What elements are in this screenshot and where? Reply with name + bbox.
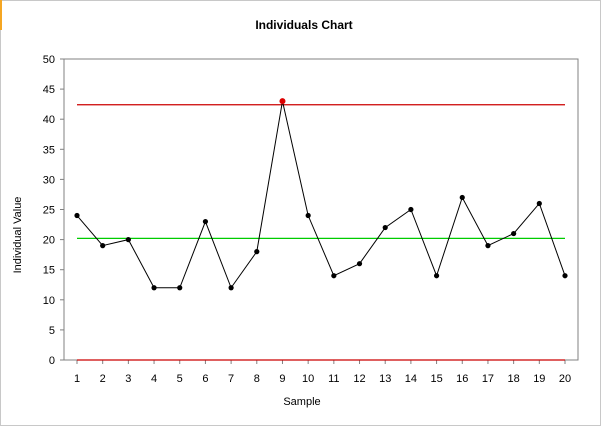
data-point [511, 230, 517, 237]
y-axis: 0 5 10 15 20 25 30 35 40 45 50 [43, 54, 64, 367]
series-line [76, 101, 566, 289]
x-axis-label: Sample [283, 396, 320, 408]
x-tick-label: 9 [279, 373, 285, 385]
y-tick-label: 20 [43, 235, 55, 247]
data-point [100, 243, 106, 249]
y-tick-label: 30 [43, 174, 55, 186]
data-point [254, 249, 260, 255]
x-tick-label: 1 [74, 373, 80, 385]
x-tick-label: 2 [100, 373, 106, 385]
data-point [177, 285, 183, 291]
x-tick-label: 13 [379, 373, 391, 385]
x-tick-label: 14 [405, 373, 417, 385]
y-tick-label: 25 [43, 205, 55, 217]
data-point [485, 243, 491, 249]
data-point [228, 285, 234, 291]
y-tick-label: 50 [43, 54, 55, 66]
chart-title: Individuals Chart [255, 18, 352, 32]
data-point [433, 273, 440, 279]
x-tick-label: 16 [456, 373, 468, 385]
data-point [408, 206, 414, 213]
x-axis: 1 2 3 4 5 6 7 8 9 10 11 12 13 14 15 16 17 18 19 20 [74, 360, 571, 385]
y-tick-label: 35 [43, 144, 55, 156]
x-tick-label: 5 [177, 373, 183, 385]
data-point [305, 212, 311, 219]
data-point [74, 212, 80, 219]
control-lines [77, 104, 565, 361]
x-tick-label: 3 [125, 373, 131, 385]
x-tick-label: 19 [533, 373, 545, 385]
y-tick-label: 45 [43, 84, 55, 96]
x-tick-label: 8 [254, 373, 260, 385]
plot-area [63, 58, 579, 361]
out-of-control-point [279, 98, 286, 105]
data-point [562, 273, 568, 279]
x-tick-label: 15 [430, 373, 442, 385]
data-point [459, 194, 465, 201]
data-point [536, 200, 542, 207]
x-tick-label: 12 [353, 373, 365, 385]
data-point [125, 237, 131, 243]
y-tick-label: 0 [49, 355, 55, 367]
x-tick-label: 20 [559, 373, 571, 385]
y-tick-label: 40 [43, 114, 55, 126]
data-point [382, 224, 388, 231]
y-tick-label: 5 [49, 325, 55, 337]
y-axis-label: Individual Value [12, 197, 24, 274]
data-point [331, 273, 337, 279]
data-point [356, 261, 363, 267]
data-point [151, 285, 157, 291]
x-tick-label: 18 [508, 373, 520, 385]
window-corner-accent [0, 0, 2, 30]
x-tick-label: 17 [482, 373, 494, 385]
x-tick-label: 4 [151, 373, 157, 385]
series [74, 98, 568, 291]
y-tick-label: 10 [43, 295, 55, 307]
x-tick-label: 6 [202, 373, 208, 385]
x-tick-label: 7 [228, 373, 234, 385]
y-tick-label: 15 [43, 265, 55, 277]
data-point [202, 218, 209, 225]
x-tick-label: 11 [328, 373, 339, 385]
x-tick-label: 10 [302, 373, 314, 385]
